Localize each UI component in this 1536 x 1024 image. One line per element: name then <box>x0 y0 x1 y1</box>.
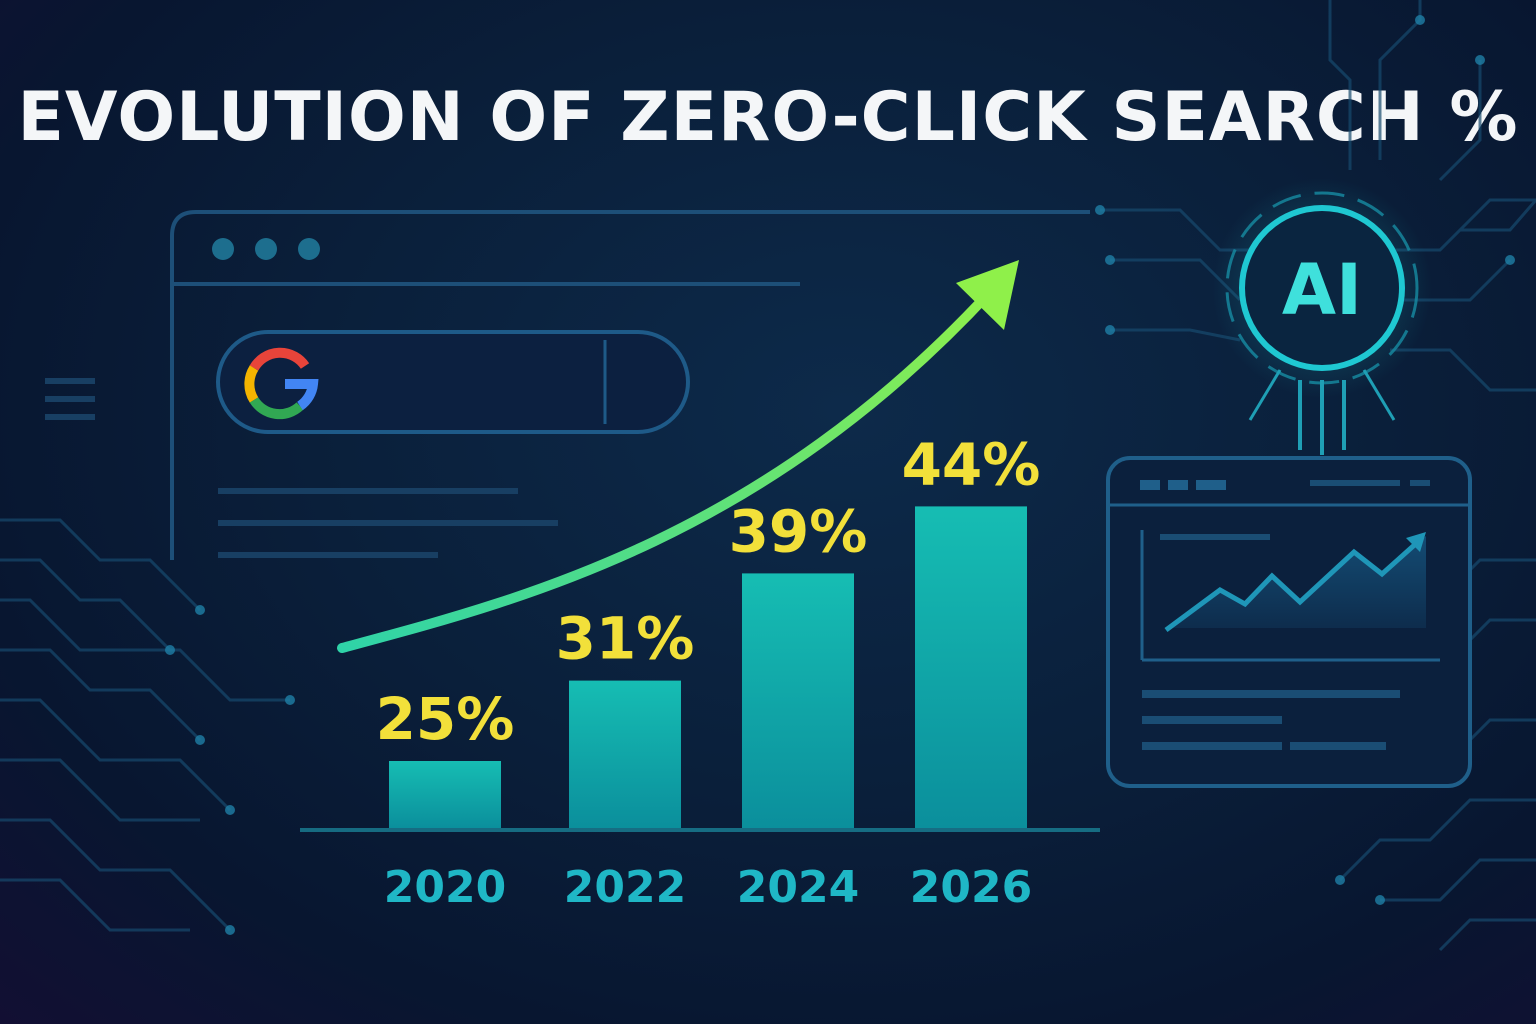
bars-group <box>389 506 1027 828</box>
search-bar[interactable] <box>216 330 690 434</box>
window-dot-1 <box>212 238 234 260</box>
year-labels-group: 2020 2022 2024 2026 <box>384 862 1032 913</box>
value-label-2026: 44% <box>902 430 1041 498</box>
ai-badge-label: AI <box>1282 249 1362 331</box>
year-label-2020: 2020 <box>384 862 506 913</box>
chart-title: EVOLUTION OF ZERO-CLICK SEARCH % <box>17 78 1519 157</box>
ai-chip-icon <box>1212 178 1432 455</box>
bar-2020 <box>389 761 501 828</box>
dashboard-panel <box>1106 456 1472 788</box>
bar-2026 <box>915 506 1027 828</box>
bar-2022 <box>569 680 681 828</box>
bar-2024 <box>742 573 854 828</box>
google-logo-icon <box>244 347 319 420</box>
browser-window <box>45 210 1090 560</box>
line-chart-icon <box>1164 532 1426 633</box>
value-label-2020: 25% <box>376 685 515 753</box>
year-label-2024: 2024 <box>737 862 859 913</box>
value-label-2022: 31% <box>556 605 695 673</box>
window-dot-3 <box>298 238 320 260</box>
value-labels-group: 25% 31% 39% 44% <box>376 430 1041 753</box>
year-label-2026: 2026 <box>910 862 1032 913</box>
window-dot-2 <box>255 238 277 260</box>
trend-arrow-icon <box>337 260 1019 653</box>
year-label-2022: 2022 <box>564 862 686 913</box>
value-label-2024: 39% <box>729 497 868 565</box>
